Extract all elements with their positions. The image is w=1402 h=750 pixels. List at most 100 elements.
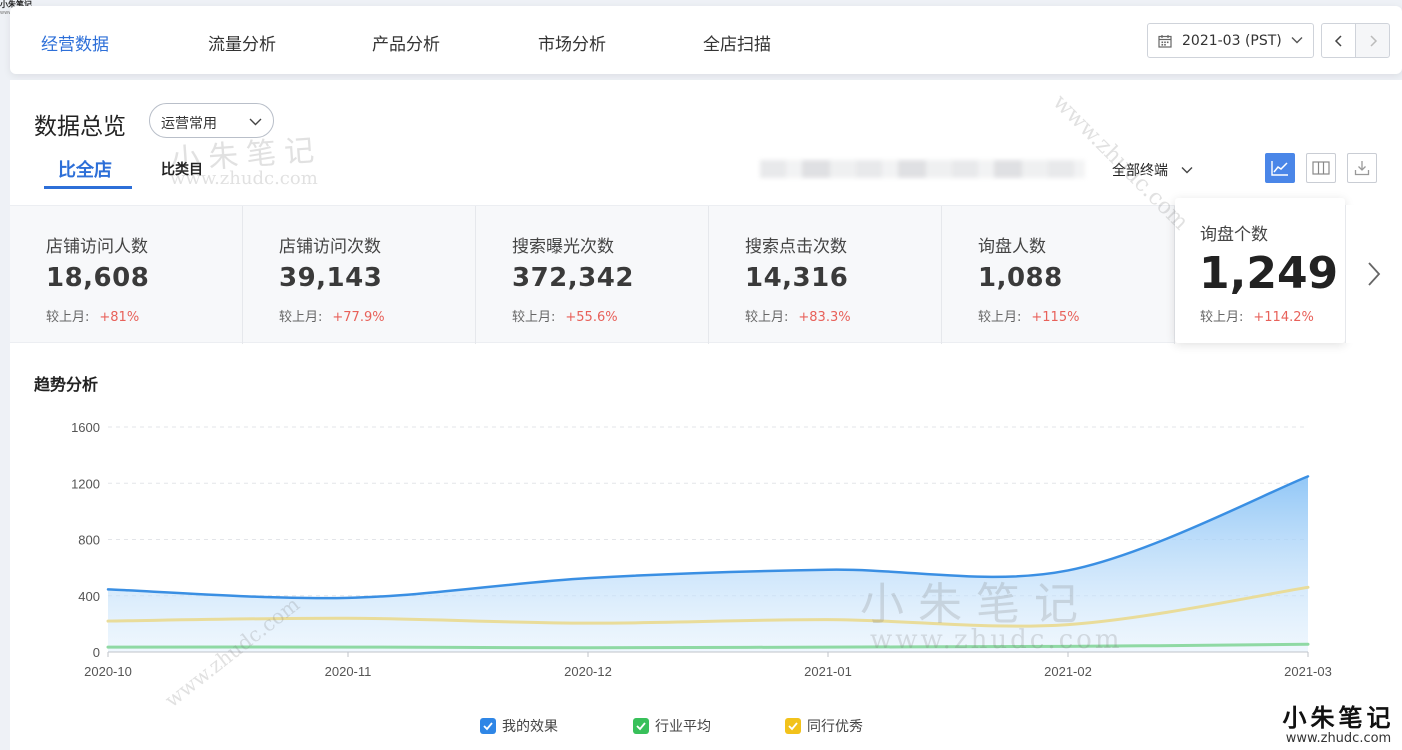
line-chart-icon xyxy=(1271,161,1288,176)
brand-name: 小朱笔记 xyxy=(1282,703,1395,732)
y-tick-label: 1600 xyxy=(71,420,100,435)
page-title: 数据总览 xyxy=(34,114,126,140)
trend-title: 趋势分析 xyxy=(34,375,99,394)
tab-compare-store[interactable]: 比全店 xyxy=(44,156,132,189)
tab-traffic-analysis[interactable]: 流量分析 xyxy=(208,35,276,55)
kpi-label: 店铺访问次数 xyxy=(279,237,381,257)
brand-name: 小朱笔记 xyxy=(0,0,32,9)
y-tick-label: 0 xyxy=(93,645,100,660)
data-overview-panel: 数据总览 运营常用 比全店 比类目 全部终端 xyxy=(10,80,1402,750)
chevron-right-icon xyxy=(1369,34,1377,47)
kpi-card-store-visits[interactable]: 店铺访问次数 39,143 较上月: +77.9% xyxy=(243,206,476,344)
kpi-value: 14,316 xyxy=(745,263,849,293)
calendar-icon xyxy=(1158,34,1172,48)
brand-url: www.zhudc.com xyxy=(1285,731,1392,746)
tab-store-scan[interactable]: 全店扫描 xyxy=(703,35,771,55)
kpi-compare-pct: +114.2% xyxy=(1253,310,1314,325)
legend-my-performance[interactable]: 我的效果 xyxy=(480,716,558,736)
checkbox-checked-icon xyxy=(480,718,496,734)
date-value: 2021-03 (PST) xyxy=(1182,32,1282,49)
terminal-select[interactable]: 全部终端 xyxy=(1112,160,1194,180)
kpi-row: 店铺访问人数 18,608 较上月: +81% 店铺访问次数 39,143 较上月… xyxy=(10,205,1175,344)
tab-product-analysis[interactable]: 产品分析 xyxy=(372,35,440,55)
kpi-card-store-visitors[interactable]: 店铺访问人数 18,608 较上月: +81% xyxy=(10,206,243,344)
brand-watermark-corner: 小朱笔记 www.zhudc.com xyxy=(1275,698,1402,750)
kpi-compare-pct: +55.6% xyxy=(565,310,618,325)
y-tick-label: 800 xyxy=(78,533,100,548)
preset-value: 运营常用 xyxy=(161,116,217,132)
kpi-value: 1,088 xyxy=(978,263,1063,293)
x-tick-label: 2021-02 xyxy=(1044,664,1092,679)
x-tick-label: 2020-12 xyxy=(564,664,612,679)
series-line-peer-excellent xyxy=(106,585,1310,628)
tab-compare-category[interactable]: 比类目 xyxy=(161,162,203,178)
line-chart-view-button[interactable] xyxy=(1265,153,1295,183)
kpi-label: 店铺访问人数 xyxy=(46,237,148,257)
kpi-card-search-impressions[interactable]: 搜索曝光次数 372,342 较上月: +55.6% xyxy=(476,206,709,344)
chevron-left-icon xyxy=(1334,34,1342,47)
x-tick-label: 2020-11 xyxy=(325,664,372,679)
x-tick-label: 2021-03 xyxy=(1284,664,1332,679)
kpi-compare-label: 较上月: xyxy=(512,310,556,325)
legend-industry-average[interactable]: 行业平均 xyxy=(633,716,711,736)
series-line-industry-average xyxy=(106,642,1310,650)
kpi-card-inquiry-count[interactable]: 询盘个数 1,249 较上月: +114.2% xyxy=(1175,198,1345,343)
x-tick-label: 2020-10 xyxy=(84,664,132,679)
kpi-label: 询盘人数 xyxy=(978,237,1046,257)
kpi-compare-label: 较上月: xyxy=(745,310,789,325)
redacted-info xyxy=(760,160,1085,178)
kpi-compare-label: 较上月: xyxy=(46,310,90,325)
kpi-next-button[interactable] xyxy=(1345,205,1402,343)
series-area-my-performance xyxy=(108,476,1308,652)
kpi-compare: 较上月: +114.2% xyxy=(1200,306,1314,325)
kpi-value: 1,249 xyxy=(1199,248,1339,299)
tab-market-analysis[interactable]: 市场分析 xyxy=(538,35,606,55)
kpi-compare-pct: +115% xyxy=(1031,310,1080,325)
top-navigation: 经营数据 流量分析 产品分析 市场分析 全店扫描 2021-03 (PST) xyxy=(10,6,1402,74)
columns-icon xyxy=(1312,161,1330,175)
legend-label: 同行优秀 xyxy=(807,719,863,735)
kpi-value: 39,143 xyxy=(279,263,383,293)
chevron-down-icon xyxy=(249,118,262,126)
kpi-compare-pct: +83.3% xyxy=(798,310,851,325)
kpi-compare: 较上月: +81% xyxy=(46,306,139,325)
chevron-right-icon xyxy=(1368,262,1381,286)
chevron-down-icon xyxy=(1181,167,1193,174)
table-view-button[interactable] xyxy=(1306,153,1336,183)
terminal-value: 全部终端 xyxy=(1112,163,1168,179)
kpi-label: 搜索曝光次数 xyxy=(512,237,614,257)
kpi-compare: 较上月: +115% xyxy=(978,306,1079,325)
legend-label: 行业平均 xyxy=(655,719,711,735)
kpi-label: 搜索点击次数 xyxy=(745,237,847,257)
kpi-value: 18,608 xyxy=(46,263,150,293)
kpi-compare: 较上月: +77.9% xyxy=(279,306,385,325)
download-icon xyxy=(1354,161,1370,176)
trend-chart: 0 400 800 1200 1600 2020-10 2020-11 2020-12 2021… xyxy=(71,420,1332,679)
x-tick-label: 2021-01 xyxy=(804,664,852,679)
checkbox-checked-icon xyxy=(785,718,801,734)
y-tick-label: 400 xyxy=(78,589,100,604)
kpi-compare-pct: +81% xyxy=(99,310,140,325)
kpi-compare-label: 较上月: xyxy=(978,310,1022,325)
tab-business-data[interactable]: 经营数据 xyxy=(41,35,109,55)
series-line-my-performance xyxy=(106,475,1310,600)
y-tick-label: 1200 xyxy=(71,476,100,491)
kpi-label: 询盘个数 xyxy=(1200,225,1268,245)
kpi-compare: 较上月: +83.3% xyxy=(745,306,851,325)
previous-month-button[interactable] xyxy=(1321,23,1356,58)
download-button[interactable] xyxy=(1347,153,1377,183)
legend-peer-excellent[interactable]: 同行优秀 xyxy=(785,716,863,736)
kpi-card-search-clicks[interactable]: 搜索点击次数 14,316 较上月: +83.3% xyxy=(709,206,942,344)
kpi-compare: 较上月: +55.6% xyxy=(512,306,618,325)
next-month-button[interactable] xyxy=(1355,23,1390,58)
legend-label: 我的效果 xyxy=(502,719,558,735)
kpi-card-inquiry-users[interactable]: 询盘人数 1,088 较上月: +115% xyxy=(942,206,1175,344)
chevron-down-icon xyxy=(1291,37,1303,44)
preset-select[interactable]: 运营常用 xyxy=(149,103,274,138)
checkbox-checked-icon xyxy=(633,718,649,734)
date-picker[interactable]: 2021-03 (PST) xyxy=(1147,23,1314,58)
kpi-value: 372,342 xyxy=(512,263,634,293)
kpi-compare-pct: +77.9% xyxy=(332,310,385,325)
kpi-compare-label: 较上月: xyxy=(1200,310,1244,325)
kpi-compare-label: 较上月: xyxy=(279,310,323,325)
